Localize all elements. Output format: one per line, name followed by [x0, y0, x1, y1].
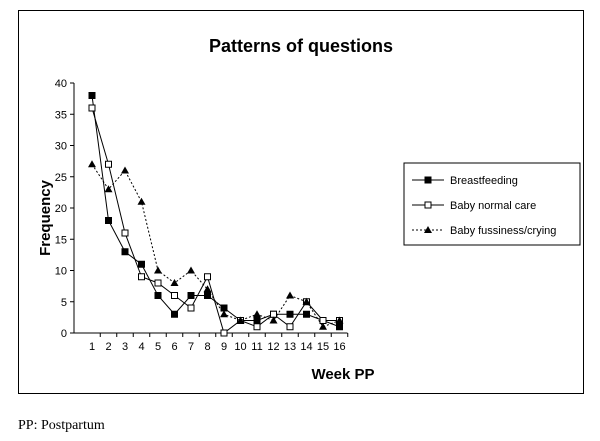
point-marker	[203, 285, 212, 293]
point-marker	[170, 279, 179, 286]
series-line	[91, 163, 340, 328]
y-axis-label: Frequency	[37, 179, 54, 256]
legend-label: Baby normal care	[450, 200, 536, 212]
y-tick-label: 40	[55, 78, 67, 90]
series-baby-fussiness-crying	[88, 160, 344, 330]
point-marker	[121, 248, 129, 256]
point-marker	[424, 201, 432, 209]
x-tick-label: 16	[333, 341, 345, 353]
point-marker	[286, 310, 294, 318]
point-marker	[335, 316, 344, 324]
y-tick-label: 15	[55, 234, 67, 246]
series-line	[91, 95, 340, 328]
series-line	[91, 107, 340, 334]
x-tick-label: 11	[251, 341, 262, 353]
y-tick-label: 10	[55, 266, 67, 278]
x-axis-label: Week PP	[311, 366, 374, 383]
legend-entry: Breastfeeding	[412, 175, 518, 187]
point-marker	[137, 197, 146, 205]
point-marker	[88, 92, 96, 99]
x-tick-label: 8	[204, 341, 210, 353]
x-tick-label: 4	[138, 341, 144, 353]
x-tick-label: 12	[267, 341, 279, 353]
x-tick-label: 10	[234, 341, 246, 353]
point-marker	[88, 160, 96, 168]
point-marker	[154, 266, 162, 274]
x-tick-label: 14	[300, 341, 312, 353]
x-tick-label: 5	[155, 341, 161, 353]
point-marker	[253, 323, 261, 331]
point-marker	[171, 292, 178, 299]
point-marker	[302, 297, 311, 305]
legend-label: Baby fussiness/crying	[450, 225, 556, 237]
point-marker	[138, 260, 145, 268]
point-marker	[105, 217, 112, 224]
point-marker	[336, 323, 343, 331]
point-marker	[154, 292, 162, 299]
y-tick-label: 0	[61, 328, 67, 340]
point-marker	[253, 310, 261, 318]
point-marker	[319, 322, 327, 330]
x-tick-label: 3	[122, 341, 128, 353]
point-marker	[424, 176, 432, 184]
caption: PP: Postpartum	[18, 418, 105, 433]
point-marker	[154, 279, 162, 287]
point-marker	[88, 104, 96, 112]
legend-label: Breastfeeding	[450, 175, 518, 187]
legend-box	[403, 162, 581, 246]
point-marker	[286, 323, 294, 331]
series-breastfeeding	[88, 92, 343, 331]
point-marker	[303, 310, 310, 318]
point-marker	[220, 329, 228, 337]
x-tick-label: 9	[221, 341, 227, 353]
point-marker	[253, 317, 261, 324]
point-marker	[319, 317, 327, 324]
point-marker	[424, 226, 432, 233]
point-marker	[171, 310, 178, 318]
point-marker	[236, 316, 245, 324]
x-tick-label: 6	[171, 341, 177, 353]
y-tick-label: 5	[61, 297, 67, 309]
y-tick-label: 20	[55, 203, 67, 215]
chart-title: Patterns of questions	[209, 36, 393, 56]
series-layer	[88, 92, 344, 337]
legend-entry: Baby normal care	[412, 200, 536, 212]
legend: Breastfeeding Baby normal care Baby fussin…	[403, 162, 581, 246]
legend-entry: Baby fussiness/crying	[412, 225, 556, 237]
point-marker	[204, 292, 211, 299]
point-marker	[187, 266, 195, 274]
point-marker	[187, 292, 195, 299]
x-tick-label: 15	[317, 341, 329, 353]
point-marker	[187, 304, 195, 312]
point-marker	[121, 229, 129, 237]
x-tick-label: 7	[188, 341, 194, 353]
point-marker	[121, 166, 129, 174]
point-marker	[104, 185, 113, 193]
point-marker	[220, 304, 228, 312]
x-tick-label: 1	[89, 341, 95, 353]
y-tick-label: 35	[55, 109, 67, 121]
point-marker	[269, 316, 278, 324]
point-marker	[138, 273, 145, 281]
point-marker	[220, 310, 228, 318]
x-tick-label: 2	[105, 341, 111, 353]
point-marker	[204, 273, 211, 281]
y-tick-label: 25	[55, 172, 67, 184]
y-tick-label: 30	[55, 141, 67, 153]
chart-frame: Patterns of questions Frequency Week PP …	[18, 10, 584, 394]
line-chart: Patterns of questions Frequency Week PP …	[37, 36, 581, 383]
point-marker	[286, 291, 294, 299]
point-marker	[105, 160, 112, 168]
point-marker	[270, 310, 277, 318]
x-tick-label: 13	[284, 341, 296, 353]
